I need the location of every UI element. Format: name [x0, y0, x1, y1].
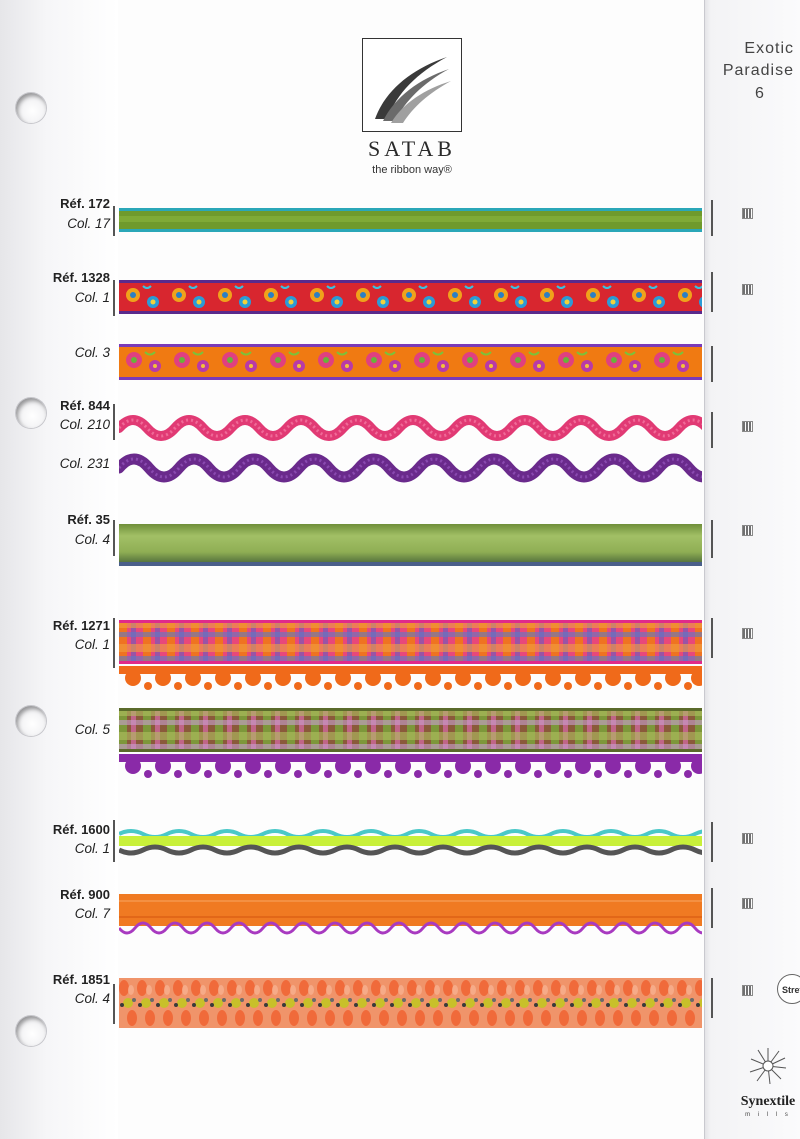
ribbon-ref-1851-col-4 — [119, 978, 702, 1028]
barcode-icon — [742, 284, 753, 295]
ribbon-ref-1271-col-5-plaid — [119, 708, 702, 752]
staple-left — [113, 618, 115, 668]
ribbon-ref-844-col-210 — [114, 412, 712, 444]
ribbon-ref-1271-col-5-trim — [119, 750, 707, 780]
barcode-icon — [742, 421, 753, 432]
col-label: Col. 4 — [74, 991, 110, 1006]
synextile-logo — [748, 1046, 788, 1086]
barcode-icon — [742, 898, 753, 909]
ribbon-ref-1328-col-3 — [119, 344, 702, 380]
ref-label: Réf. 844 — [60, 398, 110, 413]
barcode-icon — [742, 833, 753, 844]
col-label: Col. 210 — [59, 417, 110, 432]
barcode-icon — [742, 525, 753, 536]
binder-hole-icon — [16, 706, 46, 736]
brand-tagline: the ribbon way® — [372, 164, 452, 176]
staple-left — [113, 520, 115, 556]
binder-hole-icon — [16, 93, 46, 123]
ref-label: Réf. 1851 — [52, 972, 110, 987]
ribbon-ref-900-col-7 — [117, 892, 713, 940]
staple-right — [711, 618, 713, 658]
staple-right — [711, 822, 713, 862]
page-number: 6 — [755, 85, 765, 102]
binder-hole-icon — [16, 1016, 46, 1046]
ribbon-ref-1271-col-1-trim — [119, 662, 707, 692]
barcode-icon — [742, 628, 753, 639]
col-label: Col. 1 — [74, 637, 110, 652]
staple-right — [711, 200, 713, 236]
staple-left — [113, 280, 115, 316]
staple-left — [113, 404, 115, 440]
col-label: Col. 7 — [74, 906, 110, 921]
staple-right — [711, 412, 713, 448]
ribbon-ref-1328-col-1 — [119, 280, 702, 314]
right-page-edge — [704, 0, 800, 1139]
ribbon-ref-35-col-4 — [119, 524, 702, 566]
staple-left — [113, 206, 115, 236]
staple-right — [711, 520, 713, 558]
col-label: Col. 4 — [74, 532, 110, 547]
collection-title-line1: Exotic — [744, 40, 794, 57]
ref-label: Réf. 1271 — [52, 618, 110, 633]
staple-right — [711, 346, 713, 382]
ref-label: Réf. 1328 — [52, 270, 110, 285]
barcode-icon — [742, 985, 753, 996]
col-label: Col. 1 — [74, 290, 110, 305]
staple-left — [113, 820, 115, 862]
staple-right — [711, 888, 713, 928]
binder-hole-icon — [16, 398, 46, 428]
synextile-name: Synextile — [740, 1094, 796, 1109]
synextile-subtitle: m i l l s — [745, 1112, 791, 1118]
col-label: Col. 5 — [74, 722, 110, 737]
ref-label: Réf. 1600 — [52, 822, 110, 837]
ribbon-ref-172-col-17 — [119, 208, 702, 232]
satab-logo — [362, 38, 462, 132]
ref-label: Réf. 900 — [60, 887, 110, 902]
ref-label: Réf. 172 — [60, 196, 110, 211]
ribbon-ref-1271-col-1-plaid — [119, 620, 702, 664]
collection-title-line2: Paradise — [722, 62, 794, 79]
ribbon-ref-844-col-231 — [113, 450, 725, 486]
satab-swoosh-icon — [375, 57, 451, 123]
staple-right — [711, 978, 713, 1018]
brand-name: SATAB — [368, 136, 456, 161]
ribbon-ref-1600-col-1 — [117, 826, 721, 860]
staple-left — [113, 984, 115, 1024]
col-label: Col. 17 — [67, 216, 110, 231]
synextile-starburst-icon — [749, 1048, 787, 1085]
col-label: Col. 1 — [74, 841, 110, 856]
ref-label: Réf. 35 — [67, 512, 110, 527]
staple-right — [711, 272, 713, 312]
col-label: Col. 231 — [59, 456, 110, 471]
stretch-badge: Stretch — [777, 974, 800, 1004]
col-label: Col. 3 — [74, 345, 110, 360]
barcode-icon — [742, 208, 753, 219]
left-page-edge — [0, 0, 118, 1139]
sample-sheet — [118, 0, 704, 1139]
